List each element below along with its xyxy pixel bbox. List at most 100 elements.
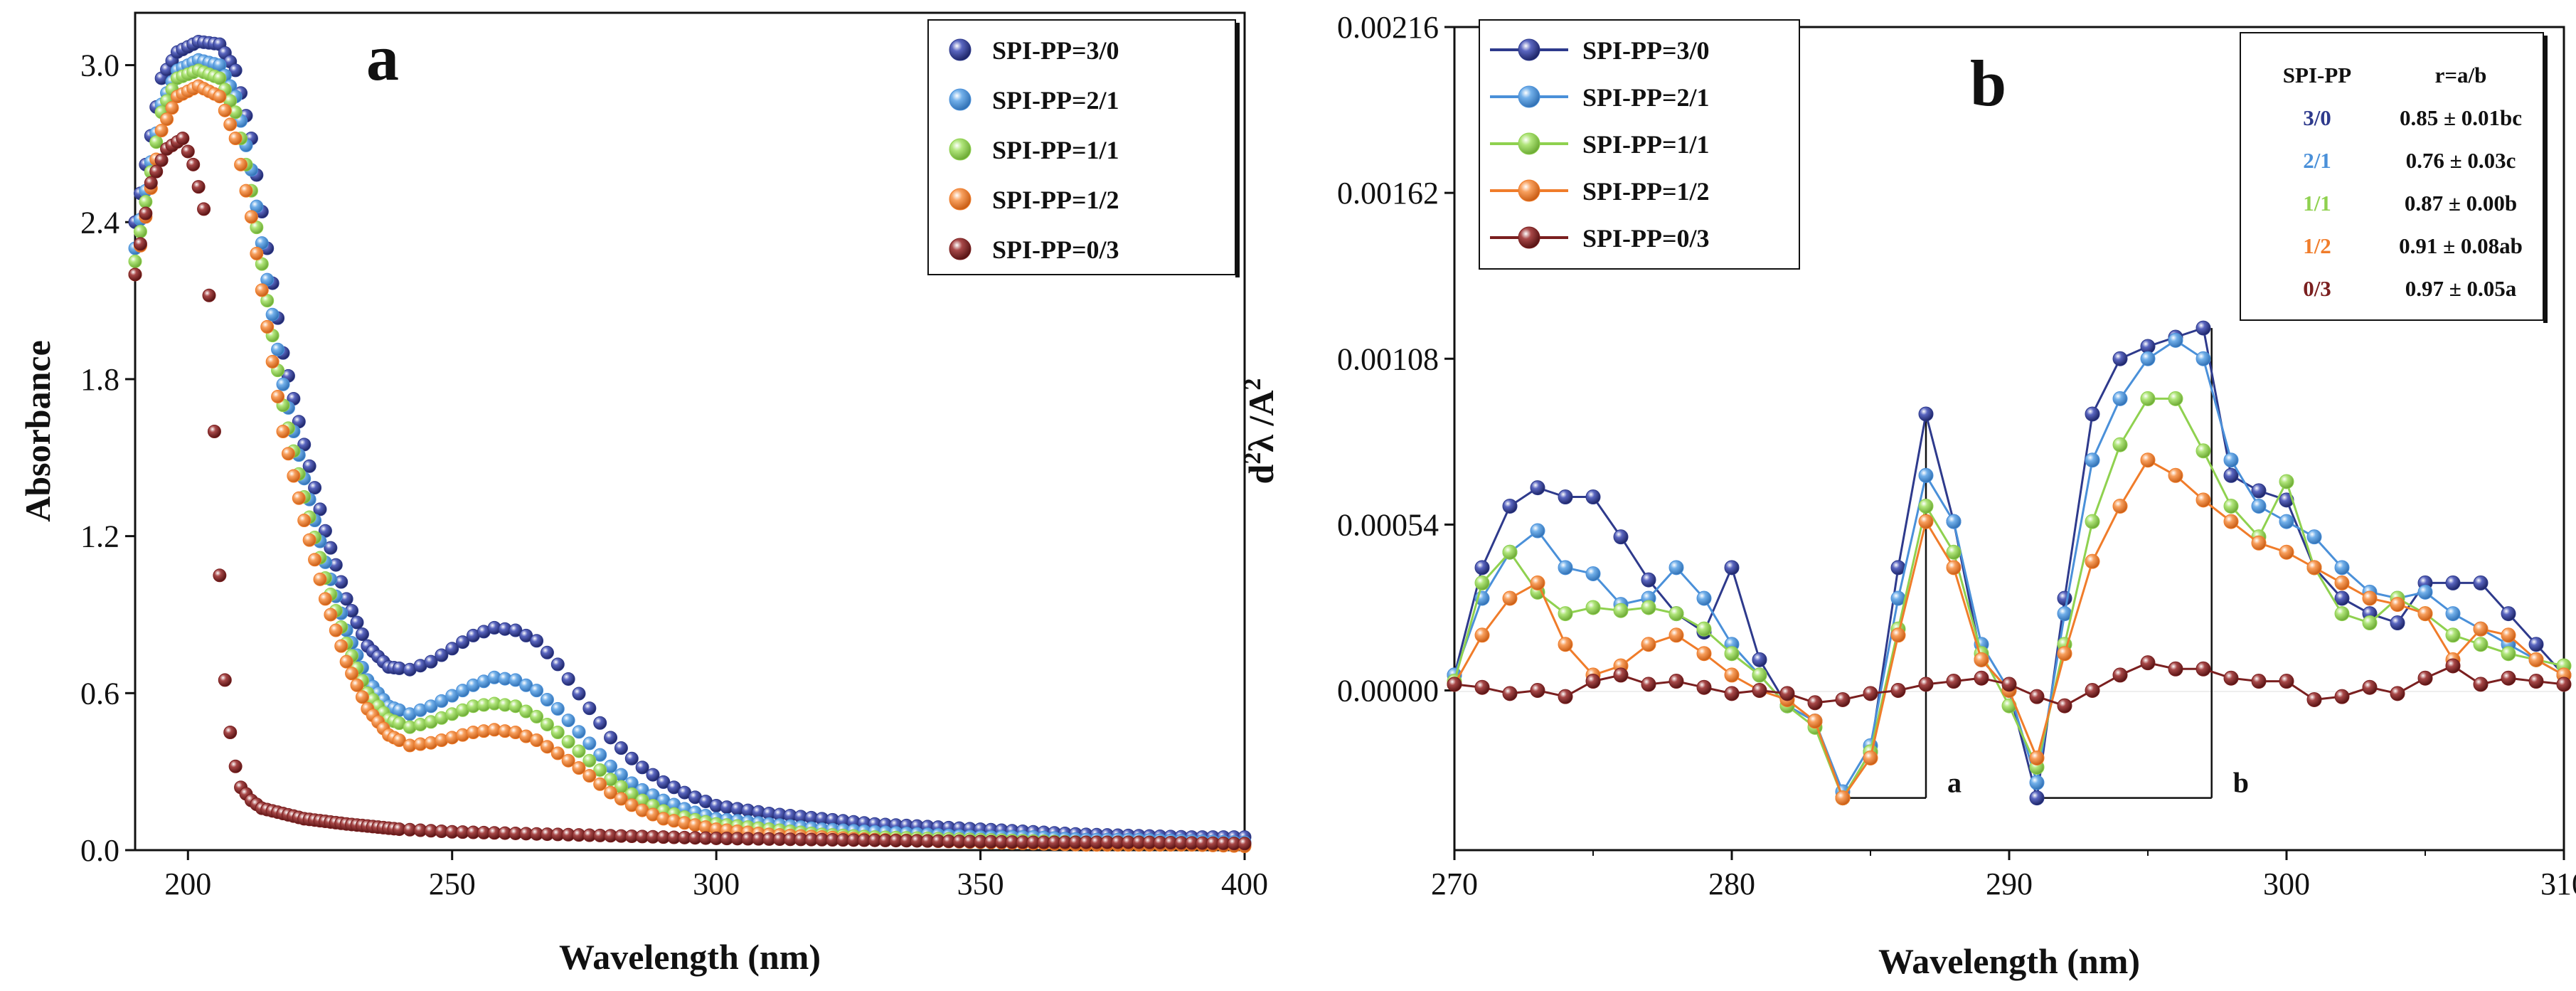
table-header-r: r=a/b <box>2435 63 2487 88</box>
data-point <box>281 447 295 461</box>
y-title-sup1: 2 <box>1240 452 1266 465</box>
data-point <box>582 736 597 751</box>
data-point <box>624 751 639 765</box>
data-point <box>2473 677 2489 692</box>
panel-label-b: b <box>1970 47 2006 120</box>
data-point <box>646 768 660 782</box>
data-point <box>530 709 544 724</box>
data-point <box>1502 498 1518 514</box>
data-point <box>149 164 164 179</box>
data-point <box>2445 658 2461 674</box>
data-point <box>355 627 369 642</box>
series-group-a <box>128 34 1252 853</box>
data-point <box>1724 646 1740 662</box>
series-group-b <box>1447 320 2572 806</box>
data-point <box>329 623 343 637</box>
y-tick-label-a: 0.6 <box>80 676 119 711</box>
data-point <box>540 717 554 731</box>
data-point <box>2251 674 2267 689</box>
table-box <box>2240 32 2544 321</box>
series-b-spi-pp-2-1 <box>1447 332 2572 800</box>
data-point <box>2112 667 2128 683</box>
data-point <box>133 224 147 238</box>
data-point <box>445 642 459 656</box>
data-point <box>2223 498 2239 514</box>
data-point <box>1447 677 1462 692</box>
x-tick-label-a: 300 <box>693 867 740 901</box>
data-point <box>1530 480 1545 496</box>
data-point <box>2306 560 2322 576</box>
data-point <box>2279 674 2294 689</box>
legend-swatch-a <box>949 238 972 260</box>
data-point <box>287 469 301 483</box>
series-line <box>1453 327 2565 801</box>
data-point <box>1613 667 1629 683</box>
data-point <box>1946 674 1962 689</box>
x-axis-title-b: Wavelength (nm) <box>1878 941 2140 981</box>
data-point <box>2528 637 2544 652</box>
data-point <box>1613 603 1629 618</box>
data-point <box>186 157 201 171</box>
data-point <box>133 237 147 251</box>
data-point <box>1974 670 1989 686</box>
table-shadow <box>2543 36 2548 323</box>
data-point <box>593 748 607 762</box>
data-point <box>2334 590 2350 606</box>
x-tick-label-a: 350 <box>957 867 1004 901</box>
data-point <box>1474 627 1490 643</box>
data-point <box>1863 750 1878 765</box>
data-point <box>1918 677 1934 692</box>
data-point <box>1474 560 1490 576</box>
legend-swatch-b <box>1518 226 1540 249</box>
data-point <box>2085 514 2100 529</box>
data-point <box>2001 677 2017 692</box>
data-point <box>2417 670 2433 686</box>
data-point <box>191 180 206 194</box>
table-cell-ratio: 2/1 <box>2303 148 2331 173</box>
data-point <box>614 741 628 756</box>
y-title-mid: λ /A <box>1241 391 1281 452</box>
data-point <box>1668 606 1684 622</box>
data-point <box>2501 646 2516 662</box>
data-point <box>2306 529 2322 545</box>
y-tick-label-b: 0.00054 <box>1337 507 1439 542</box>
data-point <box>1585 566 1601 581</box>
data-point <box>218 103 232 117</box>
data-point <box>318 592 332 606</box>
y-axis-a: 0.0 0.6 1.2 1.8 2.4 3.0 <box>80 48 135 868</box>
y-title-sup2: 2 <box>1240 378 1266 391</box>
data-point <box>2085 683 2100 699</box>
legend-label-b: SPI-PP=1/1 <box>1582 130 1710 159</box>
x-tick-label-a: 250 <box>429 867 476 901</box>
data-point <box>350 678 364 692</box>
data-point <box>1668 560 1684 576</box>
data-point <box>218 673 232 687</box>
data-point <box>2501 606 2516 622</box>
data-point <box>302 533 316 547</box>
legend-label-b: SPI-PP=3/0 <box>1582 36 1710 65</box>
panel-a: 200 250 300 350 400 0.0 0.6 1.2 1.8 2.4 3.0 a Wav… <box>18 11 1268 977</box>
data-point <box>324 608 338 622</box>
annotation-label: b <box>2233 767 2249 799</box>
data-point <box>207 425 221 438</box>
data-point <box>255 283 269 297</box>
data-point <box>128 254 142 268</box>
data-point <box>139 206 153 221</box>
data-point <box>271 342 285 356</box>
x-axis-title-a: Wavelength (nm) <box>559 937 821 977</box>
x-tick-label-b: 280 <box>1708 867 1755 901</box>
y-tick-label-a: 3.0 <box>80 48 119 83</box>
data-point <box>1946 560 1962 576</box>
data-point <box>2279 492 2294 508</box>
data-point <box>1613 529 1629 545</box>
data-point <box>2057 646 2072 662</box>
data-point <box>582 769 597 783</box>
data-point <box>572 761 586 775</box>
data-point <box>2140 351 2156 366</box>
data-point <box>1668 674 1684 689</box>
data-point <box>561 753 575 768</box>
data-point <box>582 753 597 768</box>
data-point <box>435 648 449 662</box>
data-point <box>213 71 227 85</box>
